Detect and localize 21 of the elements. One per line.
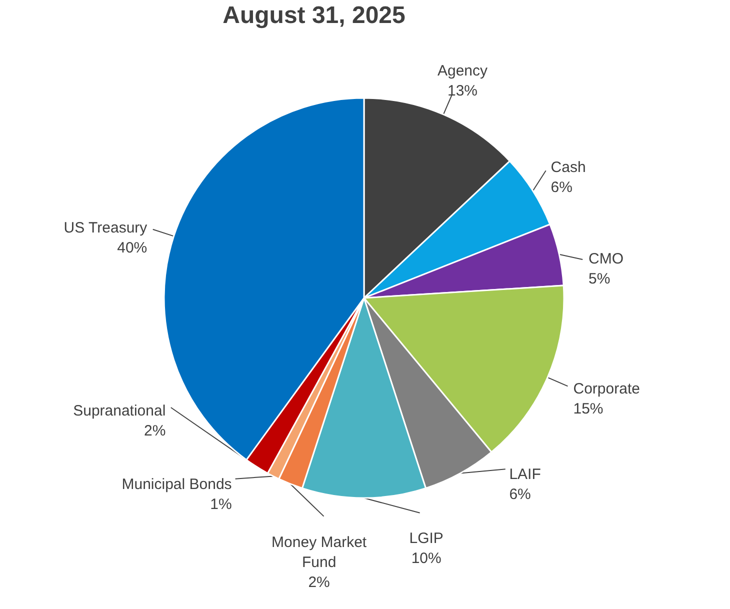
data-label: 10%	[411, 550, 442, 568]
data-label: 6%	[550, 179, 572, 196]
slice-label: Cash	[550, 159, 586, 176]
data-label: 2%	[308, 574, 330, 591]
slice-label: Agency	[437, 62, 488, 80]
slice-label: US Treasury	[64, 220, 148, 237]
data-label: 6%	[509, 486, 531, 503]
data-label: 13%	[447, 82, 478, 100]
slice-label: Municipal Bonds	[122, 476, 232, 493]
data-label: 2%	[144, 422, 166, 440]
slice-label: LGIP	[409, 530, 444, 548]
data-label: 40%	[117, 240, 148, 257]
data-label: 15%	[573, 400, 604, 418]
slice-label: Corporate	[573, 380, 640, 398]
slice-label: LAIF	[509, 466, 541, 483]
slice-label: CMO	[588, 250, 624, 268]
slice-label: Money Market Fund	[272, 534, 368, 571]
slice-label: Supranational	[73, 402, 166, 420]
data-label: 1%	[210, 496, 232, 513]
chart-title: August 31, 2025	[222, 2, 406, 29]
data-label: 5%	[588, 270, 610, 288]
